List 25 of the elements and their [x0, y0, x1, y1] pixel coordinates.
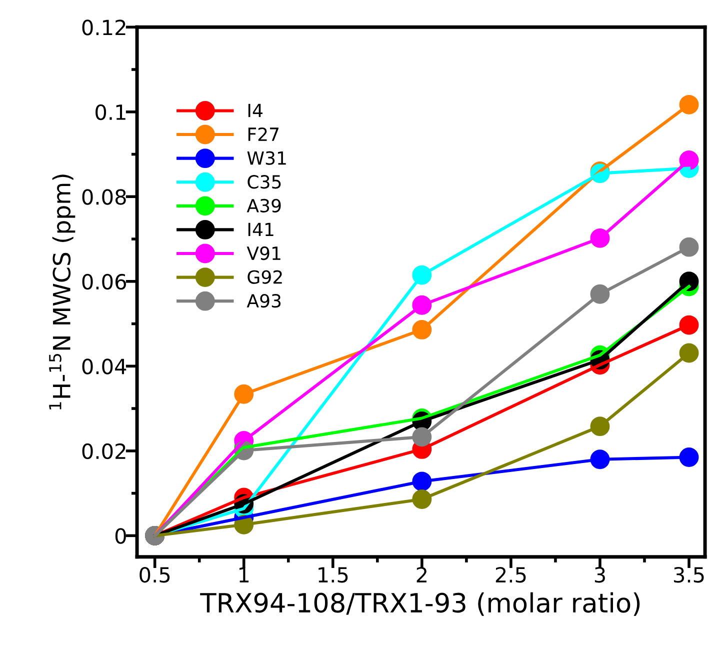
legend-label: V91	[246, 246, 280, 260]
y-tick-label: 0.06	[82, 274, 126, 290]
x-tick-label: 2	[416, 566, 426, 582]
x-tick-label: 2.5	[496, 566, 526, 583]
x-tick-label: 0.5	[140, 566, 170, 583]
y-tick-label: 0.08	[82, 189, 126, 205]
legend-label: C35	[248, 175, 281, 189]
legend-label: W31	[247, 151, 286, 165]
y-tick-label: 0.04	[82, 358, 126, 374]
y-tick-label: 0.12	[82, 20, 126, 36]
x-tick-label: 3.5	[674, 566, 704, 583]
x-tick-label: 1.5	[318, 567, 348, 583]
x-tick-label: 3	[594, 566, 605, 583]
x-axis-title: TRX94-108/TRX1-93 (molar ratio)	[200, 592, 640, 616]
legend-label: I41	[248, 222, 274, 236]
legend-label: I4	[248, 104, 262, 118]
legend-label: A93	[246, 294, 281, 308]
x-tick-label: 1	[240, 567, 249, 582]
y-tick-label: 0	[115, 528, 126, 544]
y-axis-title: $^{1}$H-$^{15}$N MWCS (ppm)	[49, 174, 76, 410]
legend-label: A39	[246, 198, 281, 212]
legend-label: G92	[248, 270, 282, 284]
legend-label: F27	[248, 127, 278, 141]
y-tick-label: 0.02	[82, 443, 126, 460]
y-tick-label: 0.1	[96, 104, 126, 120]
